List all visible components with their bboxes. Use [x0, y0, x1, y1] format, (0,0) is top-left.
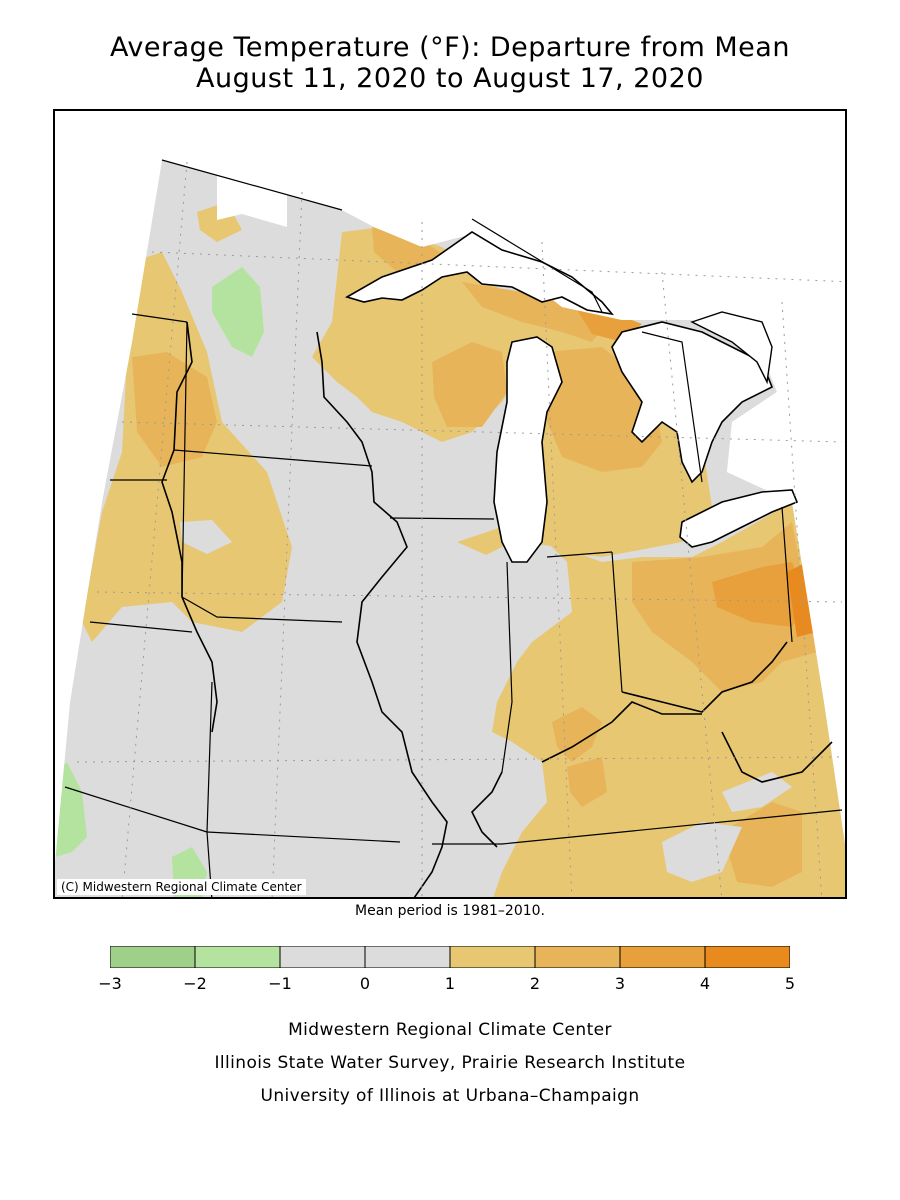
legend-tick-label: 0 [359, 974, 371, 993]
cool-zone-north [212, 267, 264, 357]
color-legend [110, 946, 790, 968]
legend-tick-label: 5 [784, 974, 796, 993]
map-frame: (C) Midwestern Regional Climate Center [53, 109, 847, 899]
map-title: Average Temperature (°F): Departure from… [110, 32, 790, 63]
credit-line-3: University of Illinois at Urbana–Champai… [260, 1086, 640, 1106]
legend-tick-labels: −3 −2 −1 0 1 2 3 4 5 [0, 974, 900, 998]
legend-swatch [110, 946, 196, 968]
legend-tick-label: −1 [268, 974, 292, 993]
map-date-range: August 11, 2020 to August 17, 2020 [196, 63, 704, 94]
river-borders [161, 321, 833, 897]
legend-tick-label: −3 [98, 974, 122, 993]
legend-tick-label: 3 [614, 974, 626, 993]
legend-swatch [194, 946, 281, 968]
legend-swatch [449, 946, 536, 968]
legend-tick-label: 1 [444, 974, 456, 993]
legend-swatch [279, 946, 366, 968]
lake-michigan [493, 336, 563, 563]
legend-swatch [619, 946, 706, 968]
legend-swatch [364, 946, 451, 968]
legend-tick-label: −2 [183, 974, 207, 993]
credit-line-2: Illinois State Water Survey, Prairie Res… [214, 1053, 686, 1073]
legend-tick-label: 4 [699, 974, 711, 993]
legend-swatch [704, 946, 790, 968]
lake-huron [611, 321, 774, 484]
legend-tick-label: 2 [529, 974, 541, 993]
map-copyright: (C) Midwestern Regional Climate Center [57, 879, 306, 895]
warmer-zone-west [132, 352, 217, 467]
graticule [76, 161, 845, 897]
cool-zone-southwest [55, 762, 87, 857]
credit-line-1: Midwestern Regional Climate Center [288, 1020, 612, 1040]
legend-swatch [534, 946, 621, 968]
mean-period-note: Mean period is 1981–2010. [355, 903, 545, 919]
lake-superior [344, 231, 614, 316]
state-boundaries [64, 159, 843, 897]
temperature-departure-map [55, 111, 845, 897]
upper-canada-region [690, 311, 773, 385]
